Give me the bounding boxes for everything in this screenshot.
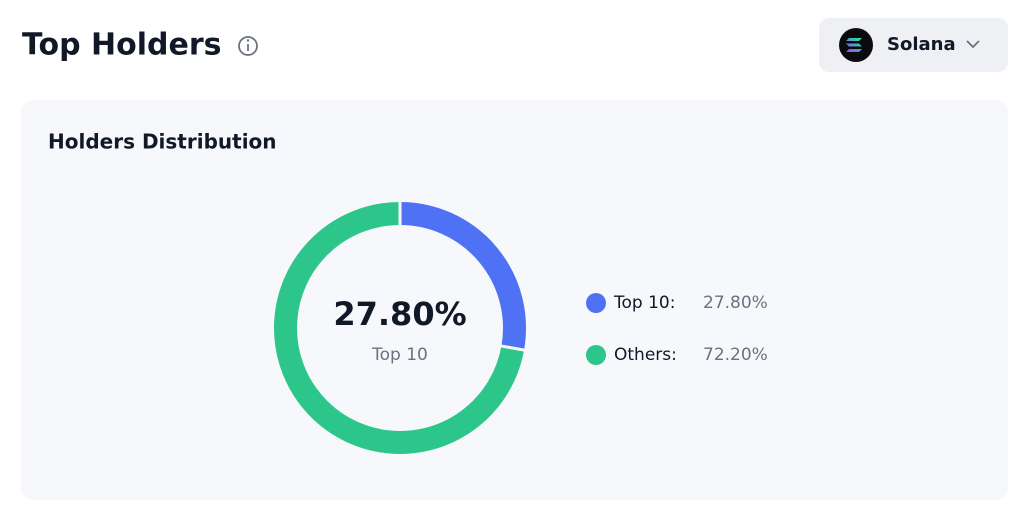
legend-value: 27.80% [703, 293, 768, 313]
page-title: Top Holders [22, 28, 221, 63]
segment-gap [489, 342, 536, 354]
legend-swatch [586, 293, 606, 313]
donut-segment [274, 202, 525, 454]
legend-swatch [586, 345, 606, 365]
donut-segment [399, 202, 526, 351]
legend-label: Others: [614, 345, 677, 365]
network-name: Solana [887, 34, 956, 55]
legend-label: Top 10: [613, 293, 675, 313]
info-icon[interactable] [238, 36, 258, 56]
network-dropdown[interactable]: Solana [819, 18, 1008, 72]
legend-value: 72.20% [703, 345, 768, 365]
center-caption: Top 10 [371, 345, 428, 365]
center-value: 27.80% [333, 295, 466, 333]
chart-title: Holders Distribution [48, 130, 277, 154]
